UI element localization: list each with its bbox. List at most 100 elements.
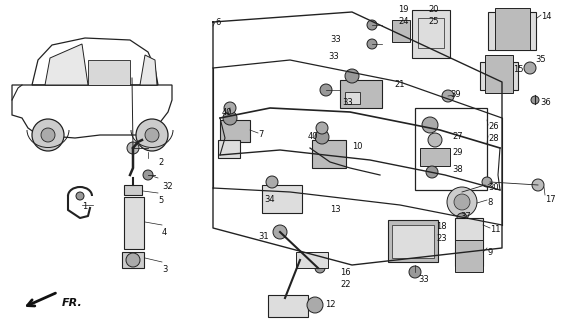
Text: 32: 32 bbox=[162, 182, 172, 191]
Text: 34: 34 bbox=[264, 195, 275, 204]
Circle shape bbox=[316, 122, 328, 134]
Text: 33: 33 bbox=[330, 35, 341, 44]
Circle shape bbox=[426, 166, 438, 178]
Bar bbox=[124, 197, 144, 249]
Bar bbox=[296, 252, 328, 268]
Circle shape bbox=[422, 117, 438, 133]
Bar bbox=[480, 62, 518, 90]
Text: 31: 31 bbox=[258, 232, 269, 241]
Bar bbox=[392, 225, 434, 258]
Bar bbox=[420, 148, 450, 166]
Circle shape bbox=[447, 187, 477, 217]
Text: 14: 14 bbox=[541, 12, 551, 21]
Circle shape bbox=[41, 128, 55, 142]
Bar bbox=[262, 185, 302, 213]
Text: 15: 15 bbox=[513, 65, 523, 74]
Bar bbox=[268, 295, 308, 317]
Text: 17: 17 bbox=[545, 195, 555, 204]
Circle shape bbox=[531, 96, 539, 104]
Text: 35: 35 bbox=[535, 55, 546, 64]
Bar bbox=[218, 140, 240, 158]
Circle shape bbox=[320, 84, 332, 96]
Text: 16: 16 bbox=[340, 268, 351, 277]
Text: 40: 40 bbox=[308, 132, 319, 141]
Text: 6: 6 bbox=[215, 18, 220, 27]
Bar bbox=[392, 20, 410, 42]
Circle shape bbox=[442, 90, 454, 102]
Text: 1: 1 bbox=[82, 202, 87, 211]
Circle shape bbox=[428, 133, 442, 147]
Text: 7: 7 bbox=[258, 130, 263, 139]
Polygon shape bbox=[45, 44, 88, 85]
Circle shape bbox=[224, 102, 236, 114]
Circle shape bbox=[367, 20, 377, 30]
Polygon shape bbox=[88, 60, 130, 85]
Circle shape bbox=[524, 62, 536, 74]
Text: 19: 19 bbox=[398, 5, 408, 14]
Circle shape bbox=[76, 192, 84, 200]
Text: 39: 39 bbox=[450, 90, 461, 99]
Text: 2: 2 bbox=[158, 158, 163, 167]
Text: 10: 10 bbox=[352, 142, 362, 151]
Text: 20: 20 bbox=[428, 5, 439, 14]
Bar bbox=[455, 218, 483, 266]
Bar bbox=[412, 10, 450, 58]
Circle shape bbox=[136, 119, 168, 151]
Circle shape bbox=[482, 177, 492, 187]
Circle shape bbox=[345, 69, 359, 83]
Text: 33: 33 bbox=[342, 98, 352, 107]
Circle shape bbox=[266, 176, 278, 188]
Text: 23: 23 bbox=[436, 234, 447, 243]
Bar bbox=[340, 80, 382, 108]
Text: 3: 3 bbox=[162, 265, 167, 274]
Text: 13: 13 bbox=[330, 205, 340, 214]
Circle shape bbox=[307, 297, 323, 313]
Bar bbox=[415, 108, 487, 190]
Text: 27: 27 bbox=[452, 132, 463, 141]
Bar bbox=[122, 252, 144, 268]
Text: 29: 29 bbox=[452, 148, 462, 157]
Text: 30: 30 bbox=[488, 183, 499, 192]
Circle shape bbox=[454, 194, 470, 210]
Text: 18: 18 bbox=[436, 222, 447, 231]
Circle shape bbox=[532, 179, 544, 191]
Bar bbox=[485, 55, 513, 93]
Circle shape bbox=[143, 170, 153, 180]
Circle shape bbox=[145, 128, 159, 142]
Text: 36: 36 bbox=[540, 98, 551, 107]
Text: 11: 11 bbox=[490, 225, 500, 234]
Bar bbox=[455, 240, 483, 272]
Text: 25: 25 bbox=[428, 17, 439, 26]
Text: 33: 33 bbox=[418, 275, 429, 284]
Text: 21: 21 bbox=[394, 80, 404, 89]
Bar bbox=[345, 92, 360, 104]
Circle shape bbox=[273, 225, 287, 239]
Bar bbox=[312, 140, 346, 168]
Circle shape bbox=[457, 213, 467, 223]
Text: 5: 5 bbox=[158, 196, 163, 205]
Circle shape bbox=[127, 142, 139, 154]
Circle shape bbox=[223, 111, 237, 125]
Text: 28: 28 bbox=[488, 134, 499, 143]
Circle shape bbox=[32, 119, 64, 151]
Circle shape bbox=[367, 39, 377, 49]
Text: 4: 4 bbox=[162, 228, 167, 237]
Circle shape bbox=[315, 130, 329, 144]
Circle shape bbox=[315, 263, 325, 273]
Bar bbox=[488, 12, 536, 50]
Text: 26: 26 bbox=[488, 122, 499, 131]
Bar bbox=[388, 220, 438, 262]
Circle shape bbox=[126, 253, 140, 267]
Text: 40: 40 bbox=[222, 108, 232, 117]
Text: 22: 22 bbox=[340, 280, 351, 289]
Circle shape bbox=[409, 266, 421, 278]
Text: 12: 12 bbox=[325, 300, 335, 309]
Text: 9: 9 bbox=[487, 248, 492, 257]
Bar bbox=[124, 185, 142, 195]
Text: FR.: FR. bbox=[62, 298, 83, 308]
Text: 37: 37 bbox=[460, 212, 471, 221]
Text: 24: 24 bbox=[398, 17, 408, 26]
Bar bbox=[495, 8, 530, 50]
Polygon shape bbox=[140, 55, 157, 85]
Bar bbox=[418, 18, 444, 48]
